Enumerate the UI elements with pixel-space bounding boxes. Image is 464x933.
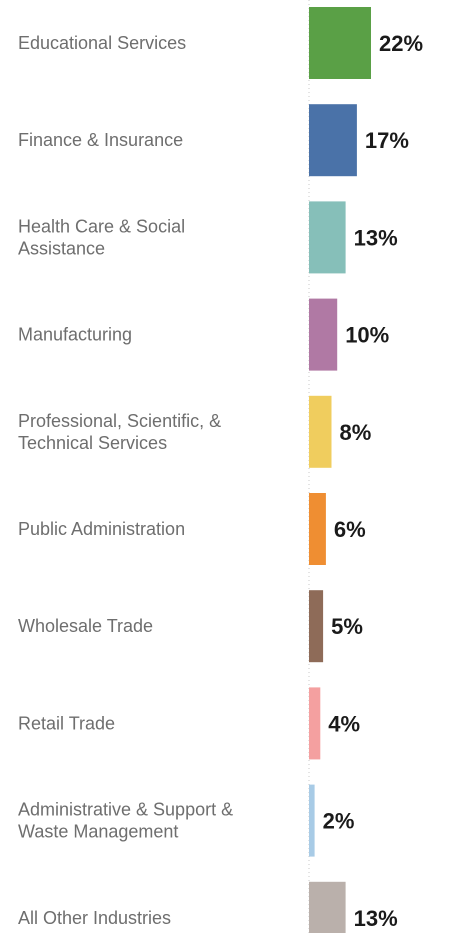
bar (309, 298, 338, 371)
bar (309, 687, 321, 760)
bar (309, 7, 371, 79)
category-label-line: Public Administration (18, 519, 185, 539)
category-label: Health Care & Social Assistance (18, 216, 185, 258)
labels-layer: 22% Educational Services 17% Finance & Insu… (18, 31, 423, 931)
data-label: 4% (328, 711, 360, 736)
category-label-line: Waste Management (18, 822, 178, 842)
category-label: Retail Trade (18, 713, 115, 733)
category-label-line: Wholesale Trade (18, 616, 153, 636)
data-label: 5% (331, 614, 363, 639)
data-label: 22% (379, 31, 423, 56)
category-label: Public Administration (18, 519, 185, 539)
bar (309, 590, 324, 663)
data-label: 6% (334, 517, 366, 542)
category-label: Professional, Scientific, & Technical Ser… (18, 411, 221, 453)
category-label-line: Assistance (18, 238, 105, 258)
category-label-line: Retail Trade (18, 713, 115, 733)
bar (309, 784, 315, 857)
bar (309, 201, 346, 274)
data-label: 17% (365, 128, 409, 153)
category-label-line: Finance & Insurance (18, 130, 183, 150)
category-label-line: All Other Industries (18, 908, 171, 928)
data-label: 2% (323, 809, 355, 834)
data-label: 13% (354, 225, 398, 250)
category-label-line: Professional, Scientific, & (18, 411, 221, 431)
data-label: 13% (354, 906, 398, 931)
category-label: Manufacturing (18, 325, 132, 345)
category-label: Wholesale Trade (18, 616, 153, 636)
category-label: Finance & Insurance (18, 130, 183, 150)
bars-layer (309, 7, 371, 933)
category-label-line: Technical Services (18, 433, 167, 453)
data-label: 8% (340, 420, 372, 445)
category-label: Administrative & Support & Waste Manageme… (18, 800, 233, 842)
category-label-line: Manufacturing (18, 325, 132, 345)
category-label-line: Administrative & Support & (18, 800, 233, 820)
category-label-line: Health Care & Social (18, 216, 185, 236)
bar (309, 104, 357, 177)
bar (309, 881, 346, 933)
category-label: Educational Services (18, 33, 186, 53)
bar (309, 493, 326, 565)
category-label-line: Educational Services (18, 33, 186, 53)
bar (309, 395, 332, 468)
category-label: All Other Industries (18, 908, 171, 928)
data-label: 10% (345, 323, 389, 348)
